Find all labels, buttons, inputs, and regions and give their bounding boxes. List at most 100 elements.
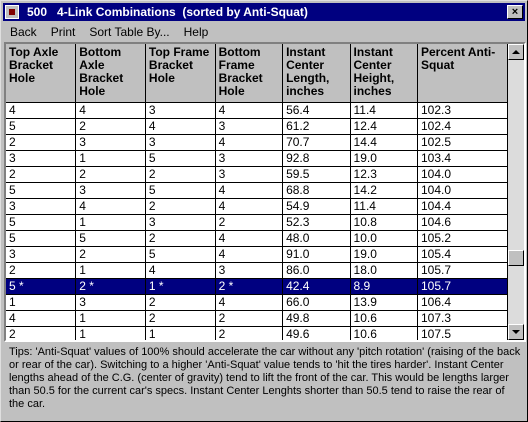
table-row[interactable]: 1 3 2 4 66.0 13.9 106.4 — [6, 294, 509, 311]
table-cell[interactable]: 2 — [145, 294, 216, 311]
table-cell[interactable]: 106.4 — [417, 294, 509, 311]
table-cell[interactable]: 102.5 — [417, 134, 509, 151]
table-cell[interactable]: 104.6 — [417, 214, 509, 231]
table-cell[interactable]: 18.0 — [350, 262, 418, 279]
table-cell[interactable]: 2 — [145, 230, 216, 247]
menu-help[interactable]: Help — [183, 25, 209, 39]
table-row[interactable]: 4 1 2 2 49.8 10.6 107.3 — [6, 310, 509, 327]
table-cell[interactable]: 54.9 — [282, 198, 351, 215]
header-instant-center-length[interactable]: Instant Center Length, inches — [282, 44, 351, 103]
title-bar[interactable]: 500 4-Link Combinations (sorted by Anti-… — [3, 3, 525, 21]
header-top-axle-bracket-hole[interactable]: Top Axle Bracket Hole — [6, 44, 77, 103]
table-cell[interactable]: 70.7 — [282, 134, 351, 151]
table-cell[interactable]: 19.0 — [350, 150, 418, 167]
table-cell[interactable]: 1 — [6, 294, 77, 311]
table-row[interactable]: 5 * 2 * 1 * 2 * 42.4 8.9 105.7 — [6, 278, 509, 295]
table-row[interactable]: 3 4 2 4 54.9 11.4 104.4 — [6, 198, 509, 215]
table-cell[interactable]: 4 — [6, 102, 77, 119]
table-cell[interactable]: 2 — [75, 166, 146, 183]
table-cell[interactable]: 10.6 — [350, 326, 418, 340]
table-cell[interactable]: 3 — [215, 150, 284, 167]
table-cell[interactable]: 5 — [145, 150, 216, 167]
table-cell[interactable]: 4 — [215, 294, 284, 311]
table-cell[interactable]: 5 — [75, 230, 146, 247]
table-cell[interactable]: 52.3 — [282, 214, 351, 231]
table-row[interactable]: 5 3 5 4 68.8 14.2 104.0 — [6, 182, 509, 199]
table-cell[interactable]: 105.7 — [417, 278, 509, 295]
scroll-down-button[interactable] — [508, 324, 524, 340]
table-cell[interactable]: 49.6 — [282, 326, 351, 340]
table-cell[interactable]: 1 — [75, 214, 146, 231]
table-cell[interactable]: 2 — [145, 166, 216, 183]
table-cell[interactable]: 61.2 — [282, 118, 351, 135]
table-cell[interactable]: 92.8 — [282, 150, 351, 167]
table-cell[interactable]: 5 — [145, 182, 216, 199]
table-cell[interactable]: 3 — [75, 134, 146, 151]
close-button[interactable]: × — [507, 5, 523, 19]
table-cell[interactable]: 3 — [75, 294, 146, 311]
table-cell[interactable]: 10.8 — [350, 214, 418, 231]
table-cell[interactable]: 14.2 — [350, 182, 418, 199]
menu-back[interactable]: Back — [10, 25, 37, 39]
combinations-grid[interactable]: Top Axle Bracket Hole Bottom Axle Bracke… — [4, 42, 526, 342]
table-cell[interactable]: 105.4 — [417, 246, 509, 263]
table-cell[interactable]: 4 — [215, 198, 284, 215]
table-cell[interactable]: 48.0 — [282, 230, 351, 247]
table-row[interactable]: 2 1 4 3 86.0 18.0 105.7 — [6, 262, 509, 279]
scroll-up-button[interactable] — [508, 44, 524, 60]
table-cell[interactable]: 1 * — [145, 278, 216, 295]
table-cell[interactable]: 5 — [145, 246, 216, 263]
vertical-scrollbar[interactable] — [508, 44, 524, 340]
table-cell[interactable]: 2 — [215, 214, 284, 231]
table-row[interactable]: 5 1 3 2 52.3 10.8 104.6 — [6, 214, 509, 231]
table-cell[interactable]: 1 — [75, 150, 146, 167]
table-cell[interactable]: 3 — [215, 166, 284, 183]
table-cell[interactable]: 3 — [75, 182, 146, 199]
table-cell[interactable]: 2 — [145, 198, 216, 215]
table-cell[interactable]: 3 — [6, 150, 77, 167]
table-cell[interactable]: 19.0 — [350, 246, 418, 263]
table-cell[interactable]: 4 — [215, 182, 284, 199]
table-cell[interactable]: 107.5 — [417, 326, 509, 340]
table-row[interactable]: 2 3 3 4 70.7 14.4 102.5 — [6, 134, 509, 151]
table-cell[interactable]: 3 — [145, 102, 216, 119]
header-bottom-frame-bracket-hole[interactable]: Bottom Frame Bracket Hole — [215, 44, 284, 103]
table-cell[interactable]: 2 — [6, 134, 77, 151]
table-cell[interactable]: 56.4 — [282, 102, 351, 119]
header-instant-center-height[interactable]: Instant Center Height, inches — [350, 44, 418, 103]
table-cell[interactable]: 3 — [215, 262, 284, 279]
table-cell[interactable]: 105.7 — [417, 262, 509, 279]
table-cell[interactable]: 102.4 — [417, 118, 509, 135]
table-row[interactable]: 2 2 2 3 59.5 12.3 104.0 — [6, 166, 509, 183]
table-cell[interactable]: 2 — [75, 246, 146, 263]
app-icon[interactable] — [5, 5, 19, 19]
table-cell[interactable]: 4 — [75, 102, 146, 119]
table-cell[interactable]: 11.4 — [350, 198, 418, 215]
table-row[interactable]: 4 4 3 4 56.4 11.4 102.3 — [6, 102, 509, 119]
table-cell[interactable]: 2 — [6, 166, 77, 183]
table-row[interactable]: 3 2 5 4 91.0 19.0 105.4 — [6, 246, 509, 263]
table-cell[interactable]: 12.4 — [350, 118, 418, 135]
table-cell[interactable]: 104.4 — [417, 198, 509, 215]
table-cell[interactable]: 2 — [6, 326, 77, 340]
table-cell[interactable]: 2 — [75, 118, 146, 135]
table-cell[interactable]: 105.2 — [417, 230, 509, 247]
table-cell[interactable]: 66.0 — [282, 294, 351, 311]
table-cell[interactable]: 4 — [145, 262, 216, 279]
table-row[interactable]: 3 1 5 3 92.8 19.0 103.4 — [6, 150, 509, 167]
table-cell[interactable]: 3 — [145, 214, 216, 231]
menu-sort-table-by[interactable]: Sort Table By... — [89, 25, 170, 39]
table-cell[interactable]: 4 — [145, 118, 216, 135]
table-cell[interactable]: 13.9 — [350, 294, 418, 311]
table-cell[interactable]: 5 — [6, 118, 77, 135]
table-cell[interactable]: 2 — [145, 310, 216, 327]
table-cell[interactable]: 10.0 — [350, 230, 418, 247]
table-cell[interactable]: 91.0 — [282, 246, 351, 263]
table-cell[interactable]: 2 — [6, 262, 77, 279]
table-cell[interactable]: 2 — [215, 310, 284, 327]
table-row[interactable]: 2 1 1 2 49.6 10.6 107.5 — [6, 326, 509, 340]
table-cell[interactable]: 1 — [75, 262, 146, 279]
scrollbar-thumb[interactable] — [508, 250, 524, 266]
table-cell[interactable]: 1 — [145, 326, 216, 340]
table-cell[interactable]: 49.8 — [282, 310, 351, 327]
